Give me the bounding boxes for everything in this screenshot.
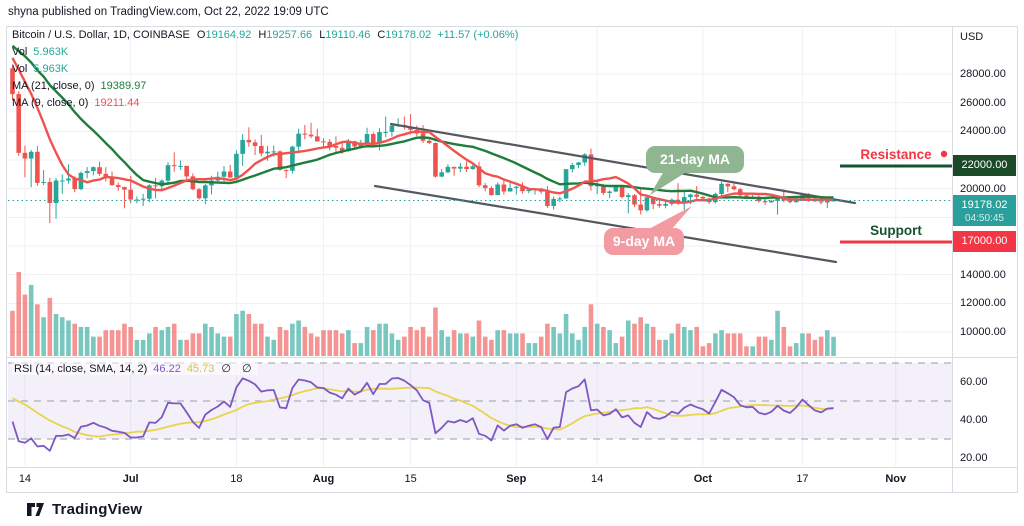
time-axis-label: 14 [18, 473, 32, 485]
tradingview-brand-text: TradingView [52, 501, 143, 518]
indicator-legend-row: MA (21, close, 0) 19389.97 [12, 80, 147, 92]
ohlc-number: 19110.46 [325, 29, 371, 41]
rsi-sma-value: 45.73 [186, 363, 215, 375]
time-axis-label: 18 [230, 473, 243, 485]
time-axis-label: Aug [312, 473, 335, 485]
current-price-badge: 19178.02 04:50:45 [953, 195, 1016, 226]
symbol-legend-row: Bitcoin / U.S. Dollar, 1D, COINBASE O1916… [12, 29, 518, 41]
price-axis-label: 10000.00 [960, 326, 1006, 338]
current-price-value: 19178.02 [961, 199, 1008, 211]
symbol-title: Bitcoin / U.S. Dollar, 1D, COINBASE [12, 29, 190, 41]
time-axis-label: Oct [693, 473, 713, 485]
rsi-legend-row: RSI (14, close, SMA, 14, 2) 46.22 45.73 ∅ ∅ [12, 362, 258, 375]
tradingview-logo[interactable]: TradingView [26, 501, 142, 518]
time-axis-label: 14 [591, 473, 604, 485]
ohlc-letter: L [319, 29, 326, 41]
ohlc-letter: O [196, 29, 206, 41]
price-axis-unit: USD [960, 31, 984, 43]
price-axis-label: 20000.00 [960, 182, 1006, 195]
indicator-legend-row: Vol 5.963K [12, 63, 69, 75]
ohlc-number: 19178.02 [385, 29, 432, 41]
rsi-empty-set-icons: ∅ ∅ [221, 363, 256, 375]
resistance-price-badge: 22000.00 [953, 155, 1016, 176]
time-axis-label: Sep [506, 473, 527, 485]
rsi-value: 46.22 [153, 363, 181, 375]
bar-countdown: 04:50:45 [965, 213, 1004, 224]
published-line: shyna published on TradingView.com, Oct … [8, 6, 329, 18]
change-value: +11.57 (+0.06%) [437, 29, 519, 41]
ma9-callout-bubble: 9-day MA [604, 228, 684, 255]
price-axis-label: 28000.00 [960, 68, 1006, 80]
price-axis-label: 12000.00 [960, 297, 1006, 310]
ohlc-letter: C [377, 29, 386, 41]
ohlc-values: O19164.92 H19257.66 L19110.46 C19178.02 [190, 29, 431, 41]
support-label: Support [870, 223, 922, 238]
price-axis-label: 26000.00 [960, 96, 1006, 109]
time-axis-label: 17 [796, 473, 809, 485]
rsi-axis-label: 20.00 [960, 452, 988, 464]
rsi-axis-label: 60.00 [960, 376, 988, 388]
tradingview-logo-icon [27, 503, 44, 516]
rsi-legend-label: RSI (14, close, SMA, 14, 2) [14, 363, 148, 375]
price-axis-label: 14000.00 [960, 268, 1006, 281]
rsi-axis-label: 40.00 [960, 414, 988, 426]
time-axis-label: 15 [404, 473, 417, 485]
support-price-badge: 17000.00 [953, 231, 1016, 252]
indicator-legend-row: MA (9, close, 0) 19211.44 [12, 97, 140, 109]
resistance-label: Resistance [860, 147, 932, 162]
ma21-callout-bubble: 21-day MA [646, 146, 744, 173]
price-axis-label: 24000.00 [960, 125, 1006, 138]
time-axis-label: Jul [122, 473, 139, 485]
indicator-legend-row: Vol 5.963K [12, 46, 69, 58]
time-axis-label: Nov [885, 473, 907, 485]
ohlc-number: 19164.92 [205, 29, 252, 41]
ohlc-number: 19257.66 [266, 29, 313, 41]
ohlc-letter: H [258, 29, 267, 41]
